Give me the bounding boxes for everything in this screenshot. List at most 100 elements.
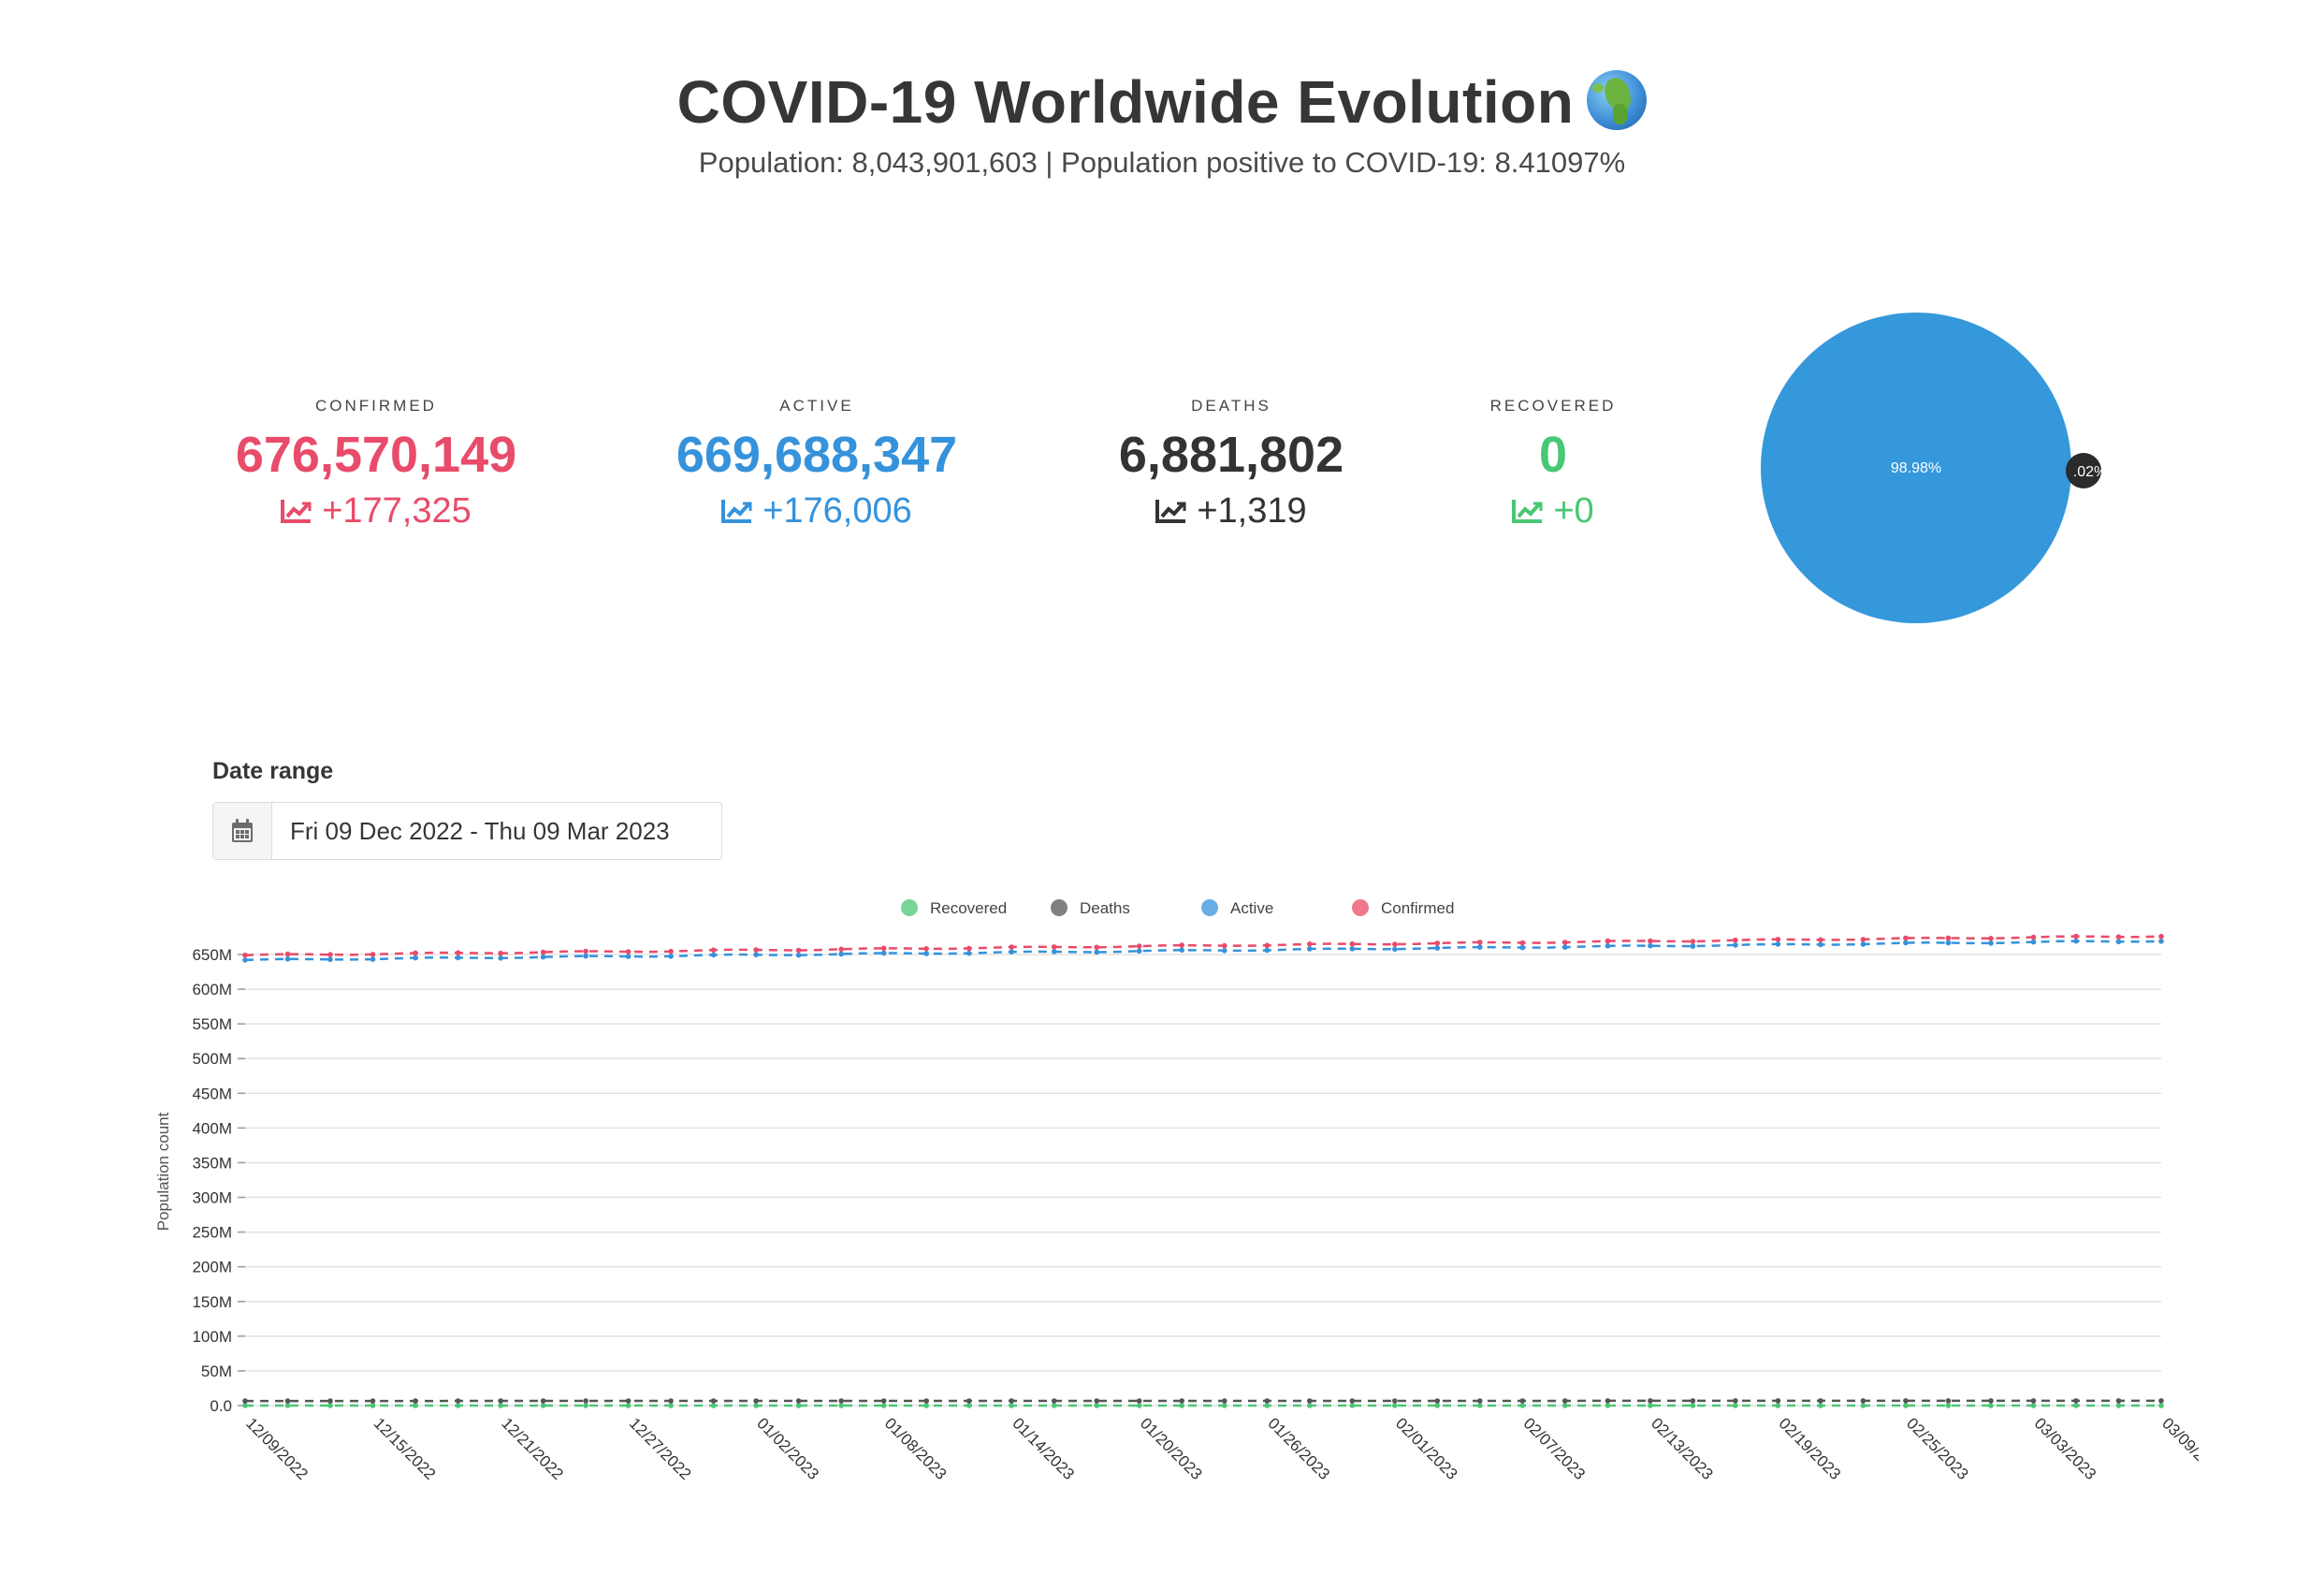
series-point[interactable]: [413, 1403, 418, 1408]
series-point[interactable]: [1349, 1403, 1356, 1408]
series-point[interactable]: [923, 951, 929, 956]
series-point[interactable]: [1051, 944, 1057, 950]
series-point[interactable]: [1094, 944, 1099, 951]
series-point[interactable]: [1988, 1403, 1994, 1408]
series-point[interactable]: [1860, 937, 1866, 942]
series-point[interactable]: [1818, 941, 1823, 948]
legend-marker[interactable]: [1201, 899, 1218, 916]
series-point[interactable]: [1775, 1403, 1781, 1408]
series-point[interactable]: [498, 1398, 503, 1404]
series-point[interactable]: [1945, 935, 1952, 941]
series-point[interactable]: [625, 949, 632, 955]
series-point[interactable]: [1648, 1403, 1653, 1408]
series-point[interactable]: [1775, 937, 1781, 942]
pie-slice-active[interactable]: [1761, 313, 2071, 623]
series-point[interactable]: [1690, 939, 1696, 944]
series-point[interactable]: [753, 952, 759, 957]
series-point[interactable]: [880, 1398, 887, 1404]
series-point[interactable]: [1264, 1398, 1271, 1404]
series-point[interactable]: [284, 951, 291, 957]
series-point[interactable]: [2073, 933, 2079, 940]
series-point[interactable]: [2073, 1398, 2079, 1404]
series-point[interactable]: [413, 1398, 418, 1404]
series-point[interactable]: [1392, 946, 1398, 953]
series-point[interactable]: [1818, 1403, 1823, 1408]
series-point[interactable]: [1477, 1403, 1483, 1408]
legend-marker[interactable]: [901, 899, 918, 916]
legend-label[interactable]: Active: [1230, 899, 1273, 917]
series-point[interactable]: [284, 1398, 291, 1404]
series-point[interactable]: [370, 1398, 376, 1404]
series-point[interactable]: [242, 952, 248, 958]
series-point[interactable]: [1860, 941, 1866, 947]
series-point[interactable]: [1179, 1403, 1184, 1408]
series-point[interactable]: [583, 1403, 588, 1408]
series-point[interactable]: [2158, 1403, 2164, 1408]
series-point[interactable]: [880, 945, 887, 952]
series-point[interactable]: [583, 953, 588, 959]
series-point[interactable]: [2158, 933, 2164, 940]
series-point[interactable]: [327, 1398, 333, 1404]
series-point[interactable]: [1605, 1398, 1611, 1404]
series-point[interactable]: [1775, 1398, 1781, 1404]
series-point[interactable]: [1392, 1403, 1398, 1408]
series-point[interactable]: [625, 1398, 632, 1404]
series-point[interactable]: [1477, 1398, 1483, 1404]
series-point[interactable]: [1775, 941, 1781, 947]
series-point[interactable]: [1307, 941, 1313, 947]
series-point[interactable]: [2030, 1403, 2037, 1408]
series-point[interactable]: [668, 948, 674, 955]
series-point[interactable]: [1690, 1403, 1696, 1408]
series-point[interactable]: [838, 1398, 844, 1404]
series-point[interactable]: [2115, 934, 2122, 940]
series-line-active[interactable]: [244, 940, 2162, 962]
series-point[interactable]: [1818, 937, 1823, 943]
series-point[interactable]: [1179, 1398, 1184, 1404]
series-point[interactable]: [838, 946, 844, 953]
series-point[interactable]: [625, 954, 632, 959]
series-point[interactable]: [966, 950, 972, 956]
series-point[interactable]: [1690, 1398, 1696, 1404]
series-point[interactable]: [1605, 943, 1611, 949]
series-point[interactable]: [1009, 1398, 1014, 1404]
series-point[interactable]: [1136, 1398, 1142, 1404]
series-point[interactable]: [1307, 946, 1313, 952]
series-point[interactable]: [455, 950, 461, 955]
series-point[interactable]: [838, 1403, 844, 1408]
series-point[interactable]: [1136, 943, 1142, 949]
series-point[interactable]: [1136, 1403, 1142, 1408]
series-point[interactable]: [1519, 1398, 1526, 1404]
series-point[interactable]: [966, 945, 972, 952]
series-point[interactable]: [1860, 1403, 1866, 1408]
series-point[interactable]: [795, 1398, 802, 1404]
series-point[interactable]: [1818, 1398, 1823, 1404]
series-point[interactable]: [540, 949, 546, 955]
series-point[interactable]: [455, 1398, 461, 1404]
legend-marker[interactable]: [1352, 899, 1369, 916]
series-point[interactable]: [455, 1403, 461, 1408]
series-point[interactable]: [710, 947, 717, 953]
series-point[interactable]: [710, 1398, 717, 1404]
series-point[interactable]: [370, 956, 376, 962]
series-point[interactable]: [1562, 944, 1568, 950]
series-point[interactable]: [1094, 949, 1099, 955]
series-point[interactable]: [1733, 937, 1738, 943]
series-point[interactable]: [370, 1403, 376, 1408]
calendar-icon-box[interactable]: [213, 803, 272, 859]
series-point[interactable]: [242, 1403, 248, 1408]
series-point[interactable]: [583, 1398, 588, 1404]
series-point[interactable]: [327, 1403, 333, 1408]
series-point[interactable]: [710, 952, 717, 958]
series-point[interactable]: [370, 952, 376, 957]
series-point[interactable]: [1222, 1398, 1227, 1404]
series-point[interactable]: [1009, 944, 1014, 950]
series-point[interactable]: [795, 952, 802, 958]
series-point[interactable]: [2030, 1398, 2037, 1404]
series-point[interactable]: [2115, 1398, 2122, 1404]
series-point[interactable]: [1307, 1398, 1313, 1404]
series-point[interactable]: [327, 956, 333, 963]
legend-label[interactable]: Confirmed: [1381, 899, 1454, 917]
series-point[interactable]: [540, 1398, 546, 1404]
series-point[interactable]: [1349, 946, 1356, 952]
series-point[interactable]: [284, 956, 291, 962]
